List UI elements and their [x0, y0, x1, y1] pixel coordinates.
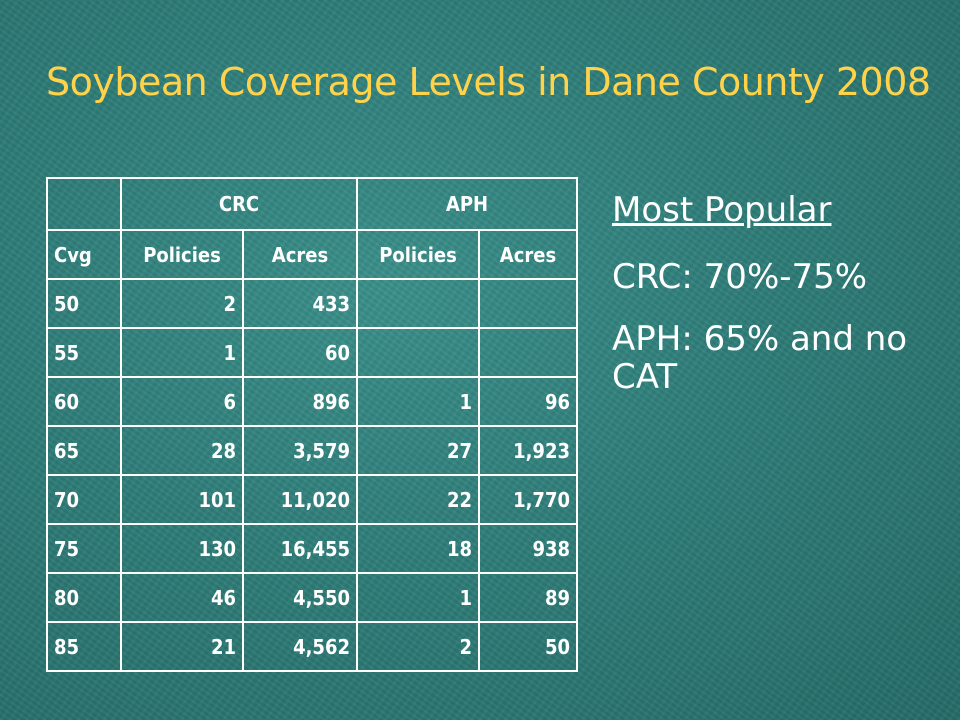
table-column-header-row: Cvg Policies Acres Policies Acres — [46, 229, 578, 280]
cell-crc-acres: 4,550 — [242, 572, 358, 623]
coverage-table: CRC APH Cvg Policies Acres Policies Acre… — [46, 177, 578, 672]
cell-crc-acres: 60 — [242, 327, 358, 378]
cell-aph-policies — [356, 327, 480, 378]
column-header-aph-acres: Acres — [478, 229, 578, 280]
cell-crc-policies: 130 — [120, 523, 244, 574]
cell-cvg: 60 — [46, 376, 122, 427]
cell-aph-policies: 2 — [356, 621, 480, 672]
table-row: 60 6 896 1 96 — [46, 376, 578, 427]
cell-aph-acres — [478, 327, 578, 378]
summary-heading: Most Popular — [612, 190, 832, 230]
cell-cvg: 65 — [46, 425, 122, 476]
cell-crc-policies: 28 — [120, 425, 244, 476]
cell-aph-acres: 1,923 — [478, 425, 578, 476]
cell-aph-acres: 96 — [478, 376, 578, 427]
table-group-header-cell — [46, 177, 122, 231]
table-row: 50 2 433 — [46, 278, 578, 329]
cell-aph-policies: 27 — [356, 425, 480, 476]
cell-crc-policies: 101 — [120, 474, 244, 525]
table-group-header-crc: CRC — [120, 177, 358, 231]
table-row: 75 130 16,455 18 938 — [46, 523, 578, 574]
cell-cvg: 85 — [46, 621, 122, 672]
cell-cvg: 70 — [46, 474, 122, 525]
table-row: 65 28 3,579 27 1,923 — [46, 425, 578, 476]
summary-crc-line: CRC: 70%-75% — [612, 257, 868, 297]
table-group-header-aph: APH — [356, 177, 578, 231]
table-row: 55 1 60 — [46, 327, 578, 378]
cell-crc-acres: 896 — [242, 376, 358, 427]
column-header-crc-policies: Policies — [120, 229, 244, 280]
cell-crc-acres: 16,455 — [242, 523, 358, 574]
cell-aph-policies: 22 — [356, 474, 480, 525]
table-row: 85 21 4,562 2 50 — [46, 621, 578, 672]
cell-crc-policies: 46 — [120, 572, 244, 623]
cell-crc-policies: 6 — [120, 376, 244, 427]
cell-crc-acres: 11,020 — [242, 474, 358, 525]
column-header-cvg: Cvg — [46, 229, 122, 280]
slide-title: Soybean Coverage Levels in Dane County 2… — [46, 60, 931, 104]
table-row: 70 101 11,020 22 1,770 — [46, 474, 578, 525]
summary-panel: Most Popular CRC: 70%-75% APH: 65% and n… — [612, 190, 942, 420]
cell-aph-policies — [356, 278, 480, 329]
cell-aph-acres — [478, 278, 578, 329]
cell-cvg: 75 — [46, 523, 122, 574]
column-header-aph-policies: Policies — [356, 229, 480, 280]
cell-aph-policies: 1 — [356, 376, 480, 427]
cell-crc-policies: 21 — [120, 621, 244, 672]
cell-crc-acres: 3,579 — [242, 425, 358, 476]
table-row: 80 46 4,550 1 89 — [46, 572, 578, 623]
cell-cvg: 50 — [46, 278, 122, 329]
table-group-header-row: CRC APH — [46, 177, 578, 231]
cell-aph-acres: 89 — [478, 572, 578, 623]
cell-crc-policies: 2 — [120, 278, 244, 329]
cell-crc-acres: 433 — [242, 278, 358, 329]
cell-aph-policies: 18 — [356, 523, 480, 574]
cell-aph-policies: 1 — [356, 572, 480, 623]
cell-cvg: 55 — [46, 327, 122, 378]
cell-cvg: 80 — [46, 572, 122, 623]
cell-aph-acres: 938 — [478, 523, 578, 574]
cell-crc-policies: 1 — [120, 327, 244, 378]
column-header-crc-acres: Acres — [242, 229, 358, 280]
summary-aph-line: APH: 65% and no CAT — [612, 319, 908, 398]
cell-aph-acres: 50 — [478, 621, 578, 672]
cell-crc-acres: 4,562 — [242, 621, 358, 672]
cell-aph-acres: 1,770 — [478, 474, 578, 525]
